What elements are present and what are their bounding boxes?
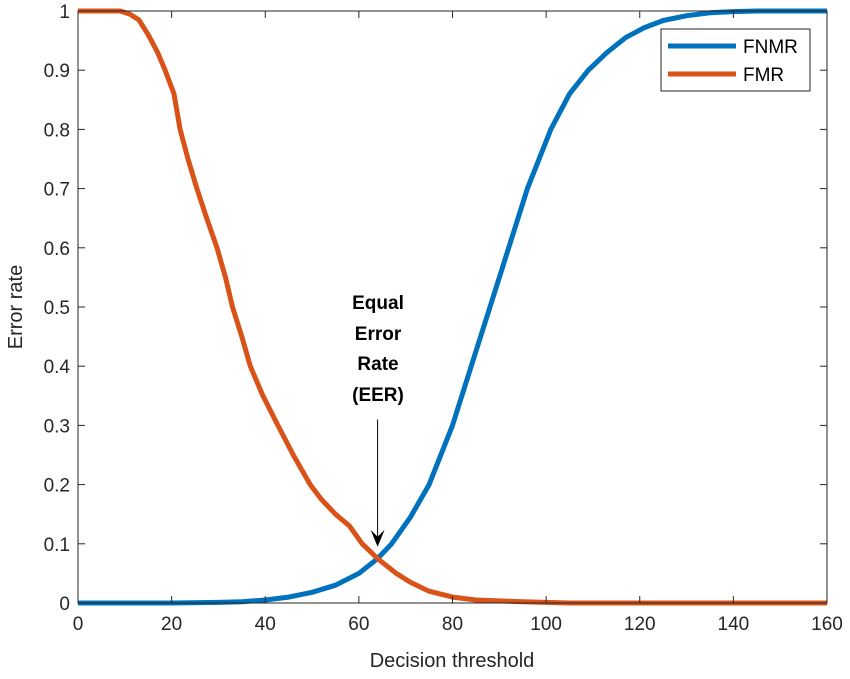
plot-frame (77, 10, 828, 604)
legend-box (660, 28, 811, 92)
y-tick-label: 0.8 (44, 120, 70, 141)
annotation-arrow-head (370, 529, 385, 547)
x-tick-label: 80 (442, 614, 463, 635)
y-tick-label: 0.2 (44, 476, 70, 497)
y-tick-label: 0.1 (44, 535, 70, 556)
y-tick-label: 1 (59, 2, 70, 23)
x-tick-label: 40 (255, 614, 276, 635)
x-tick-label: 100 (530, 614, 562, 635)
ticks-layer: 0 20 40 60 80 100 120 140 160 0 0.1 0.2 0.3 0.4 0.5 0.6… (44, 2, 843, 635)
y-axis-label: Error rate (5, 265, 27, 349)
y-tick-label: 0.5 (44, 298, 70, 319)
x-tick-label: 160 (811, 614, 843, 635)
annotation-line-3: Rate (357, 354, 398, 375)
x-axis-label: Decision threshold (370, 650, 535, 672)
legend-label-fmr: FMR (743, 65, 784, 86)
legend-label-fnmr: FNMR (743, 37, 798, 58)
series-line-fnmr (78, 8, 827, 606)
y-tick-label: 0.7 (44, 180, 70, 201)
annotation-line-1: Equal (352, 293, 404, 314)
x-tick-label: 20 (161, 614, 182, 635)
eer-annotation: Equal Error Rate (EER) (352, 293, 404, 547)
y-tick-label: 0.3 (44, 416, 70, 437)
x-tick-label: 60 (348, 614, 369, 635)
series-layer (78, 8, 827, 606)
x-tick-label: 120 (624, 614, 656, 635)
x-tick-label: 140 (718, 614, 750, 635)
annotation-line-4: (EER) (352, 385, 404, 406)
y-tick-label: 0.6 (44, 239, 70, 260)
x-tick-label: 0 (73, 614, 84, 635)
y-tick-label: 0.4 (44, 357, 71, 378)
series-line-fmr (78, 8, 827, 606)
y-tick-label: 0.9 (44, 61, 70, 82)
legend: FNMR FMR (660, 28, 811, 92)
annotation-line-2: Error (355, 324, 402, 345)
y-tick-label: 0 (59, 594, 70, 615)
